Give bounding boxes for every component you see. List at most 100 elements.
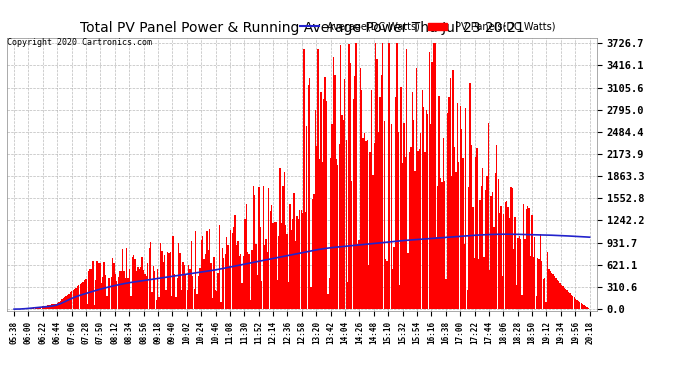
Bar <box>565 289 566 309</box>
Bar <box>438 96 440 309</box>
Bar <box>377 59 378 309</box>
Bar <box>348 44 350 309</box>
Bar <box>381 75 382 309</box>
Bar <box>458 162 460 309</box>
Bar <box>309 78 310 309</box>
Bar <box>128 278 129 309</box>
Bar <box>353 99 354 309</box>
Bar <box>588 308 589 309</box>
Bar <box>413 120 415 309</box>
Bar <box>208 250 209 309</box>
Bar <box>519 237 520 309</box>
Bar <box>481 186 482 309</box>
Bar <box>534 237 535 309</box>
Bar <box>440 178 441 309</box>
Bar <box>246 204 247 309</box>
Bar <box>409 152 410 309</box>
Bar <box>378 132 380 309</box>
Bar <box>544 278 545 309</box>
Bar <box>427 114 428 309</box>
Bar <box>33 308 34 309</box>
Bar <box>347 282 348 309</box>
Bar <box>368 266 369 309</box>
Bar <box>166 290 167 309</box>
Bar <box>290 230 292 309</box>
Bar <box>529 208 530 309</box>
Bar <box>136 270 137 309</box>
Bar <box>530 256 531 309</box>
Bar <box>216 291 217 309</box>
Bar <box>404 157 406 309</box>
Bar <box>448 97 450 309</box>
Bar <box>503 214 504 309</box>
Bar <box>434 43 435 309</box>
Bar <box>546 252 548 309</box>
Bar <box>241 282 243 309</box>
Bar <box>264 246 265 309</box>
Bar <box>253 186 254 309</box>
Bar <box>384 121 385 309</box>
Bar <box>322 162 323 309</box>
Bar <box>171 296 172 309</box>
Bar <box>97 261 98 309</box>
Bar <box>351 182 353 309</box>
Bar <box>313 194 315 309</box>
Bar <box>257 275 258 309</box>
Bar <box>511 188 513 309</box>
Bar <box>416 68 417 309</box>
Bar <box>516 285 517 309</box>
Bar <box>396 43 397 309</box>
Bar <box>359 69 361 309</box>
Bar <box>437 186 438 309</box>
Bar <box>422 90 423 309</box>
Legend: Average(DC Watts), PV Panels(DC Watts): Average(DC Watts), PV Panels(DC Watts) <box>296 18 560 36</box>
Bar <box>141 257 143 309</box>
Bar <box>278 236 279 309</box>
Bar <box>305 212 306 309</box>
Bar <box>375 43 377 309</box>
Bar <box>308 85 309 309</box>
Bar <box>441 182 442 309</box>
Bar <box>82 282 83 309</box>
Bar <box>48 305 50 309</box>
Bar <box>71 291 72 309</box>
Bar <box>464 244 465 309</box>
Bar <box>150 242 151 309</box>
Bar <box>270 211 271 309</box>
Bar <box>157 268 158 309</box>
Bar <box>83 280 85 309</box>
Bar <box>473 258 475 309</box>
Bar <box>312 200 313 309</box>
Bar <box>562 286 564 309</box>
Bar <box>450 78 451 309</box>
Bar <box>53 304 54 309</box>
Bar <box>30 308 32 309</box>
Bar <box>457 103 458 309</box>
Bar <box>130 296 132 309</box>
Bar <box>72 290 74 309</box>
Bar <box>451 176 453 309</box>
Bar <box>179 254 181 309</box>
Bar <box>148 248 150 309</box>
Bar <box>306 126 308 309</box>
Bar <box>115 274 116 309</box>
Bar <box>334 75 335 309</box>
Bar <box>279 168 281 309</box>
Bar <box>392 268 393 309</box>
Bar <box>333 57 334 309</box>
Bar <box>350 63 351 309</box>
Bar <box>113 263 115 309</box>
Bar <box>209 229 210 309</box>
Bar <box>146 276 147 309</box>
Bar <box>120 272 121 309</box>
Bar <box>55 304 56 309</box>
Bar <box>168 253 170 309</box>
Bar <box>391 124 392 309</box>
Bar <box>319 159 320 309</box>
Bar <box>59 302 60 309</box>
Bar <box>275 222 277 309</box>
Bar <box>254 195 255 309</box>
Bar <box>189 269 190 309</box>
Bar <box>243 256 244 309</box>
Bar <box>361 90 362 309</box>
